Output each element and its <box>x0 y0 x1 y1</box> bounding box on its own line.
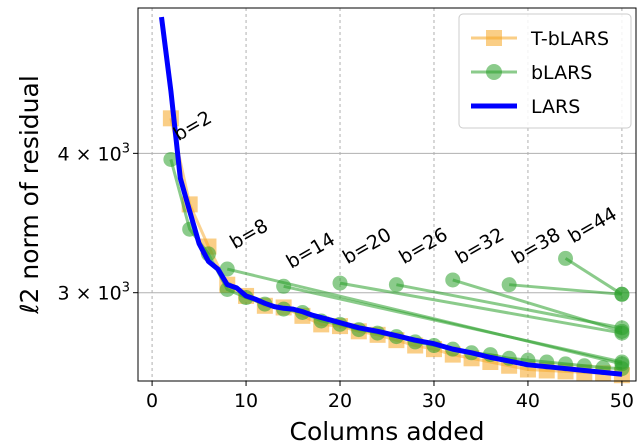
blars-branch-end <box>614 323 630 339</box>
annotation-label: b=20 <box>339 224 395 269</box>
annotation-label: b=38 <box>508 224 564 269</box>
blars-branch-start <box>219 261 235 277</box>
legend-blars-swatch <box>486 64 502 80</box>
blars-branch-end <box>614 286 630 302</box>
x-tick-label: 50 <box>610 390 634 412</box>
blars-branch-b32 <box>452 278 623 333</box>
legend-t-blars-swatch <box>486 30 502 46</box>
annotation-label: b=8 <box>226 215 272 254</box>
legend-blars-label: bLARS <box>531 62 592 84</box>
blars-branch-b20 <box>339 281 623 335</box>
x-axis-label: Columns added <box>289 417 484 446</box>
lars-line <box>159 16 623 377</box>
blars-branch-start <box>332 275 348 291</box>
y-tick-label: 3 × 103 <box>57 281 130 305</box>
series-layer <box>159 16 630 384</box>
annotation-label: b=32 <box>452 224 508 269</box>
x-tick-label: 20 <box>328 390 352 412</box>
legend-t-blars-label: T-bLARS <box>530 28 609 50</box>
plot-frame <box>137 7 637 382</box>
legend: T-bLARS bLARS LARS <box>458 13 632 129</box>
annotation-label: b=44 <box>565 203 621 248</box>
blars-branch-start <box>445 272 461 288</box>
y-axis-label: ℓ2 norm of residual <box>15 75 44 315</box>
annotation-label: b=26 <box>395 224 451 269</box>
blars-branch-start <box>388 277 404 293</box>
y-axis-ticks: 3 × 103 4 × 103 <box>57 141 138 305</box>
blars-branch-start <box>276 278 292 294</box>
x-tick-label: 0 <box>146 390 158 412</box>
x-tick-label: 30 <box>422 390 446 412</box>
blars-branch-start <box>501 277 517 293</box>
blars-branch-b38 <box>509 283 623 296</box>
x-tick-label: 10 <box>234 390 258 412</box>
x-tick-label: 40 <box>516 390 540 412</box>
annotations-layer: b=2b=8 b=14 b=20 b=26 b=32 b=38 b=44 <box>170 107 621 274</box>
blars-branch-b44 <box>564 257 623 296</box>
legend-lars-label: LARS <box>531 96 580 118</box>
blars-branch-start <box>558 250 574 266</box>
y-tick-label: 4 × 103 <box>57 141 130 165</box>
annotation-label: b=14 <box>283 228 339 273</box>
blars-branch-b14 <box>283 284 623 364</box>
x-axis-ticks: 0 10 20 30 40 50 <box>146 381 634 412</box>
blars-point <box>163 151 179 167</box>
